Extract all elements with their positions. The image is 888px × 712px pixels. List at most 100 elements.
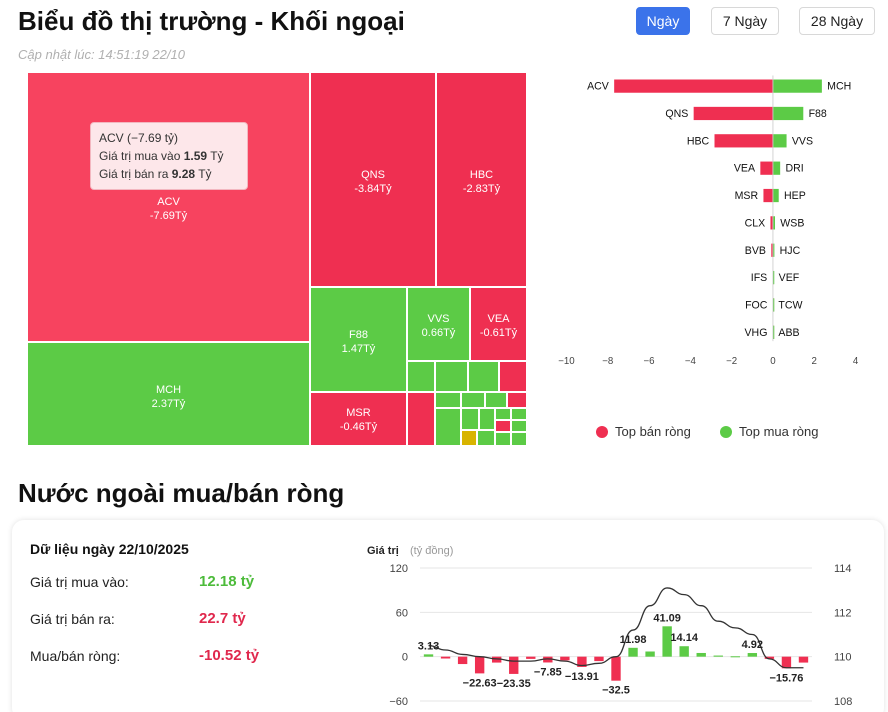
combo-bar — [457, 656, 468, 665]
section-title: Nước ngoài mua/bán ròng — [18, 478, 345, 508]
bar-buy-f88 — [772, 106, 804, 121]
treemap-cell-small[interactable] — [479, 408, 495, 430]
tooltip-title: ACV (−7.69 tỷ) — [99, 131, 179, 145]
treemap-cell-small[interactable] — [461, 392, 485, 408]
bar-label-sell: QNS — [665, 108, 688, 120]
net-summary-card — [12, 520, 884, 712]
treemap-cell-vvs[interactable]: VVS 0.66Tỷ — [407, 287, 470, 361]
combo-bar — [730, 656, 740, 658]
bar-sell-qns — [693, 106, 773, 121]
treemap-label-vvs: VVS 0.66Tỷ — [421, 313, 456, 339]
treemap-label-msr: MSR -0.46Tỷ — [339, 407, 378, 433]
bar-sell-clx — [770, 216, 773, 230]
combo-data-label: 11.98 — [620, 634, 647, 646]
combo-data-label: −15.76 — [769, 672, 803, 684]
x-tick-label: −8 — [602, 356, 613, 367]
bar-sell-msr — [763, 188, 773, 203]
bar-label-sell: MSR — [735, 190, 759, 202]
bar-label-buy: HJC — [780, 245, 801, 257]
bar-buy-wsb — [772, 216, 776, 230]
combo-bar — [764, 656, 775, 659]
bar-label-sell: FOC — [745, 299, 768, 311]
tab-7-days[interactable]: 7 Ngày — [711, 7, 779, 35]
treemap-cell-acv[interactable]: ACV -7.69Tỷ — [27, 72, 310, 342]
index-line — [428, 587, 804, 669]
bar-label-sell: VHG — [745, 327, 768, 339]
treemap-cell-small[interactable] — [511, 408, 527, 420]
treemap-cell-small[interactable] — [407, 361, 435, 392]
treemap-cell-small[interactable] — [477, 430, 495, 446]
treemap-label-f88: F88 1.47Tỷ — [341, 329, 376, 355]
bar-buy-abb — [772, 325, 775, 339]
treemap-cell-qns[interactable]: QNS -3.84Tỷ — [310, 72, 436, 287]
bar-buy-dri — [772, 161, 781, 175]
treemap-cell-small[interactable] — [511, 420, 527, 432]
combo-data-label: 41.09 — [653, 612, 681, 624]
treemap-cell-small[interactable] — [468, 361, 499, 392]
tab-day[interactable]: Ngày — [636, 7, 690, 35]
treemap-cell-small[interactable] — [435, 361, 468, 392]
y-axis-title: Giá trị — [367, 545, 399, 557]
combo-bar — [577, 656, 587, 667]
treemap-tooltip: ACV (−7.69 tỷ) Giá trị mua vào 1.59 Tỷ G… — [90, 122, 248, 190]
y-tick-label: 0 — [402, 652, 408, 664]
stat-label-sell: Giá trị bán ra: — [30, 611, 115, 627]
last-updated: Cập nhật lúc: 14:51:19 22/10 — [18, 47, 185, 62]
bar-label-sell: IFS — [751, 272, 767, 284]
y-tick-label: 120 — [390, 563, 408, 575]
treemap-cell-msr[interactable]: MSR -0.46Tỷ — [310, 392, 407, 446]
combo-bar — [747, 653, 758, 657]
bar-buy-vef — [772, 270, 775, 285]
treemap-cell-small[interactable] — [435, 408, 461, 446]
treemap-label-acv: ACV -7.69Tỷ — [149, 196, 188, 222]
bar-sell-hbc — [714, 134, 773, 148]
y2-tick-label: 108 — [834, 696, 852, 708]
treemap-cell-small[interactable] — [435, 392, 461, 408]
treemap-cell-vea[interactable]: VEA -0.61Tỷ — [470, 287, 527, 361]
bar-buy-hep — [772, 188, 779, 203]
combo-bar — [781, 656, 792, 669]
tab-28-days[interactable]: 28 Ngày — [799, 7, 875, 35]
treemap-cell-small[interactable] — [495, 420, 511, 432]
combo-bar — [645, 651, 655, 657]
treemap-cell-small[interactable] — [495, 408, 511, 420]
treemap-cell-small[interactable] — [507, 392, 527, 408]
treemap-cell-hbc[interactable]: HBC -2.83Tỷ — [436, 72, 527, 287]
bar-label-buy: VEF — [779, 272, 800, 284]
top-net-bar-chart: ACV MCH QNS F88 HBC VVS VEA DRI MSR HEP CLX WSB BVB H… — [558, 75, 859, 367]
bar-buy-tcw — [772, 298, 775, 312]
treemap-label-qns: QNS -3.84Tỷ — [354, 169, 392, 195]
treemap-cell-f88[interactable]: F88 1.47Tỷ — [310, 287, 407, 392]
stat-value-net: -10.52 tỷ — [199, 647, 260, 664]
combo-bar — [474, 656, 485, 674]
combo-bar — [611, 656, 621, 681]
treemap-cell-mch[interactable]: MCH 2.37Tỷ — [27, 342, 310, 446]
stat-value-sell: 22.7 tỷ — [199, 610, 246, 627]
bar-buy-hjc — [772, 243, 775, 257]
treemap-cell-small[interactable] — [495, 432, 511, 446]
treemap-cell-small[interactable] — [511, 432, 527, 446]
combo-data-label: −32.5 — [602, 685, 630, 697]
bar-label-sell: HBC — [687, 135, 710, 147]
bar-label-buy: WSB — [780, 217, 804, 229]
treemap-cell-small[interactable] — [461, 430, 477, 446]
treemap-cell-small[interactable] — [485, 392, 507, 408]
treemap-cell-small[interactable] — [461, 408, 479, 430]
x-tick-label: 2 — [812, 356, 817, 367]
treemap-cell-small[interactable] — [499, 361, 527, 392]
combo-data-label: 14.14 — [670, 632, 698, 644]
bar-label-buy: VVS — [792, 135, 813, 147]
bar-buy-vvs — [772, 134, 787, 148]
bar-label-buy: F88 — [809, 108, 827, 120]
tooltip-sell: Giá trị bán ra 9.28 Tỷ — [99, 167, 212, 181]
legend-buy[interactable]: Top mua ròng — [720, 424, 819, 439]
treemap-cell-small[interactable] — [407, 392, 435, 446]
combo-bar — [423, 654, 434, 657]
bar-label-buy: ABB — [778, 327, 799, 339]
x-tick-label: 4 — [853, 356, 859, 367]
bar-sell-acv — [614, 79, 773, 93]
stat-label-net: Mua/bán ròng: — [30, 648, 121, 664]
combo-data-label: 3.13 — [418, 640, 439, 652]
y-axis-unit: (tỷ đồng) — [410, 545, 453, 557]
legend-sell[interactable]: Top bán ròng — [596, 424, 691, 439]
